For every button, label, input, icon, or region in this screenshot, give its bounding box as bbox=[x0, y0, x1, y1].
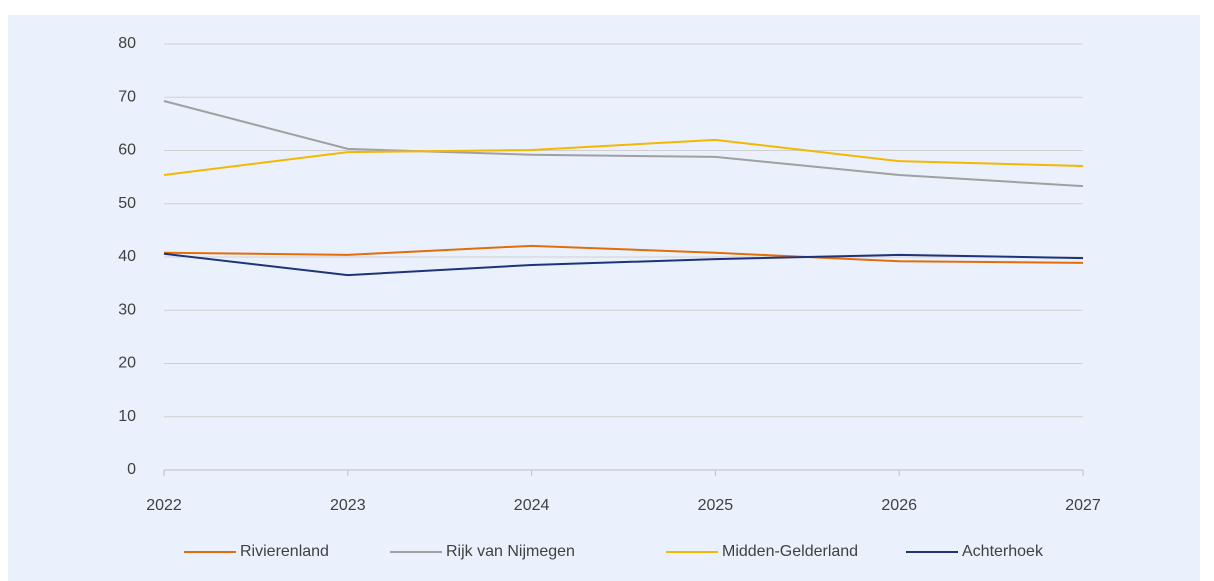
legend-label: Rivierenland bbox=[240, 543, 329, 560]
x-tick-label: 2022 bbox=[146, 497, 182, 514]
series-line bbox=[163, 138, 1084, 176]
x-tick-label: 2025 bbox=[698, 497, 734, 514]
y-tick-label: 20 bbox=[118, 355, 136, 372]
legend-label: Midden-Gelderland bbox=[722, 543, 858, 560]
y-tick-label: 40 bbox=[118, 248, 136, 265]
series-line bbox=[163, 252, 1084, 277]
y-tick-label: 10 bbox=[118, 408, 136, 425]
y-tick-label: 50 bbox=[118, 195, 136, 212]
x-tick-label: 2026 bbox=[881, 497, 917, 514]
legend-label: Rijk van Nijmegen bbox=[446, 543, 575, 560]
y-tick-label: 70 bbox=[118, 88, 136, 105]
y-tick-label: 0 bbox=[127, 461, 136, 478]
series-line bbox=[163, 244, 1084, 264]
series-line bbox=[163, 100, 1084, 188]
legend-label: Achterhoek bbox=[962, 543, 1044, 560]
y-tick-label: 60 bbox=[118, 142, 136, 159]
chart-background bbox=[8, 15, 1200, 581]
y-tick-label: 80 bbox=[118, 35, 136, 52]
x-tick-label: 2024 bbox=[514, 497, 550, 514]
x-tick-label: 2027 bbox=[1065, 497, 1101, 514]
y-tick-label: 30 bbox=[118, 301, 136, 318]
x-tick-label: 2023 bbox=[330, 497, 366, 514]
